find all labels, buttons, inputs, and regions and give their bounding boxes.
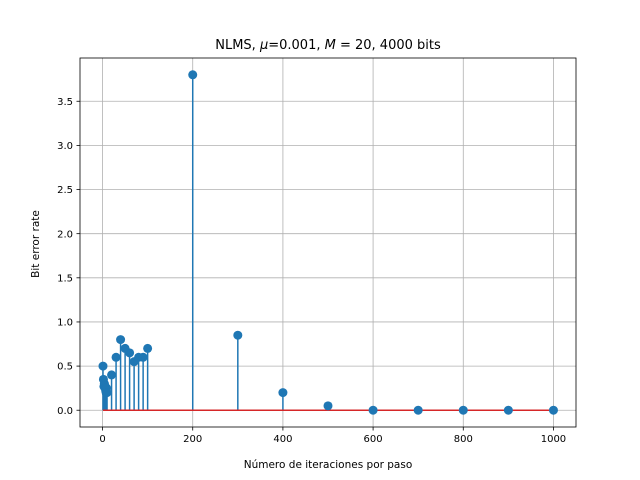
y-tick-label: 3.0: [57, 141, 73, 152]
y-tick-label: 2.0: [57, 229, 73, 240]
stem-marker: [503, 405, 513, 415]
stem-markers: [98, 70, 558, 415]
x-tick-label: 600: [364, 434, 383, 445]
grid-lines: [80, 58, 576, 427]
y-tick-label: 3.5: [57, 97, 73, 108]
stem-marker: [548, 405, 558, 415]
stem-marker: [102, 388, 112, 398]
stem-marker: [143, 343, 153, 353]
stem-marker: [188, 70, 198, 80]
y-tick-label: 0.0: [57, 406, 73, 417]
stem-marker: [233, 330, 243, 340]
title-m-value: = 20, 4000 bits: [336, 38, 441, 53]
title-prefix: NLMS,: [215, 38, 260, 53]
stem-marker: [323, 401, 333, 411]
x-tick-label: 0: [99, 434, 105, 445]
title-mu-symbol: μ: [259, 38, 268, 53]
chart-title: NLMS, μ=0.001, M = 20, 4000 bits: [215, 38, 441, 53]
stem-marker: [138, 352, 148, 362]
title-m-symbol: M: [325, 38, 336, 53]
y-tick-label: 2.5: [57, 185, 73, 196]
title-mu-value: =0.001,: [268, 38, 324, 53]
x-axis-label: Número de iteraciones por paso: [244, 459, 413, 471]
stem-marker: [458, 405, 468, 415]
y-tick-label: 1.0: [57, 318, 73, 329]
x-tick-label: 200: [183, 434, 202, 445]
x-tick-label: 400: [273, 434, 292, 445]
y-axis-ticks: 0.0 0.5 1.0 1.5 2.0 2.5 3.0 3.5: [57, 97, 80, 417]
stem-marker: [278, 388, 288, 398]
y-tick-label: 0.5: [57, 362, 73, 373]
stem-marker: [413, 405, 423, 415]
plot-frame: [79, 57, 577, 428]
stem-marker: [116, 335, 126, 345]
stem-marker: [111, 352, 121, 362]
y-axis-label: Bit error rate: [30, 210, 42, 278]
stem-marker: [368, 405, 378, 415]
stem-marker: [98, 361, 108, 371]
stem-marker: [107, 370, 117, 380]
stem-marker: [125, 348, 135, 358]
x-tick-label: 800: [454, 434, 473, 445]
y-tick-label: 1.5: [57, 273, 73, 284]
x-tick-label: 1000: [541, 434, 566, 445]
x-axis-ticks: 0 200 400 600 800 1000: [99, 427, 566, 445]
